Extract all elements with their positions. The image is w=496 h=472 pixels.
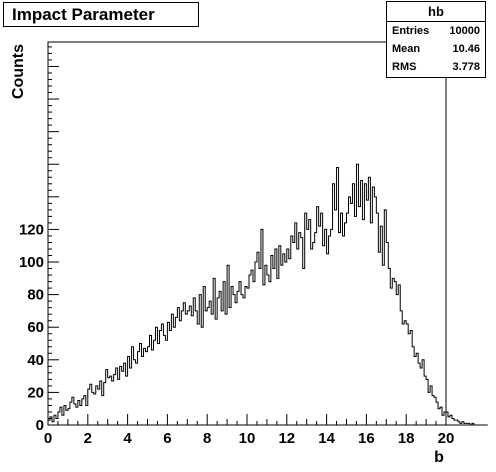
stats-mean-label: Mean [392,43,421,55]
stats-rms-label: RMS [392,61,417,73]
chart-title: Impact Parameter [3,2,199,27]
x-tick-label: 6 [163,430,171,447]
x-axis-ticks: 0 2 4 6 8 10 12 14 16 18 20 [44,414,455,447]
x-tick-label: 0 [44,430,52,447]
stats-entries-label: Entries [392,25,430,37]
stats-mean-row: Mean 10.46 [387,40,485,58]
y-tick-label: 40 [27,352,44,369]
x-tick-label: 16 [358,430,375,447]
stats-histogram-name: hb [387,2,485,22]
stats-entries-value: 10000 [449,25,480,37]
y-tick-label: 120 [19,221,44,238]
y-tick-label: 60 [27,319,44,336]
x-axis-title: b [434,449,444,466]
x-tick-label: 20 [438,430,455,447]
stats-box: hb Entries 10000 Mean 10.46 RMS 3.778 [386,1,486,78]
x-tick-label: 18 [398,430,415,447]
x-tick-label: 10 [239,430,256,447]
histogram-series-line [47,163,488,426]
stats-rms-value: 3.778 [452,61,480,73]
stats-entries-row: Entries 10000 [387,22,485,40]
y-axis-title: Counts [10,44,27,99]
x-tick-label: 12 [278,430,295,447]
y-axis-ticks: 0 20 40 60 80 100 120 [19,46,59,434]
y-tick-label: 0 [36,417,44,434]
x-tick-label: 4 [123,430,132,447]
stats-mean-value: 10.46 [452,43,480,55]
y-tick-label: 80 [27,287,44,304]
x-tick-label: 2 [84,430,92,447]
y-tick-label: 20 [27,384,44,401]
x-tick-label: 14 [318,430,335,447]
y-tick-label: 100 [19,254,44,271]
stats-rms-row: RMS 3.778 [387,58,485,76]
x-tick-label: 8 [203,430,211,447]
